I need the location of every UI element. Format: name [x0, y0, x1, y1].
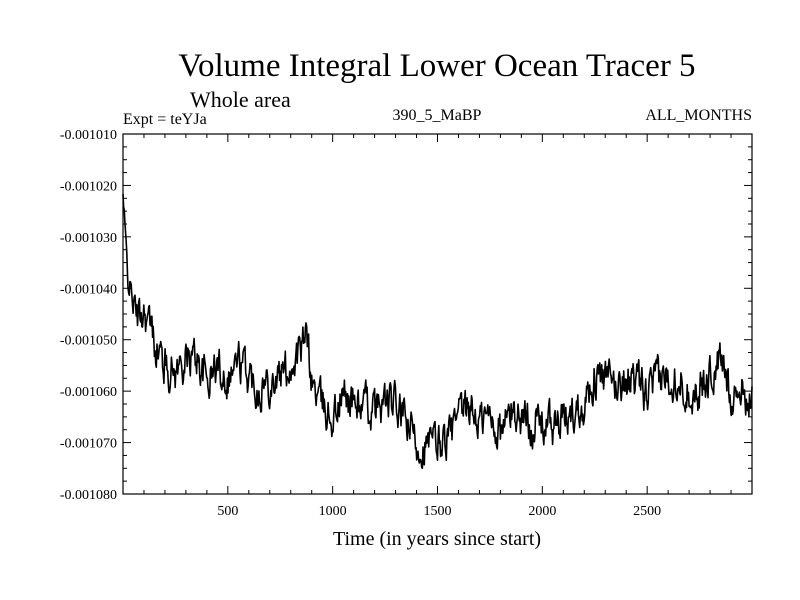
experiment-label: Expt = teYJa: [123, 111, 207, 128]
x-tick-label: 1500: [424, 504, 452, 519]
period-label: ALL_MONTHS: [645, 107, 752, 124]
y-tick-label: -0.001070: [60, 437, 117, 452]
y-tick-label: -0.001020: [60, 179, 117, 194]
chart-title: Volume Integral Lower Ocean Tracer 5: [178, 48, 695, 84]
plot-frame: [122, 133, 753, 495]
run-label: 390_5_MaBP: [393, 107, 482, 124]
y-tick-label: -0.001050: [60, 334, 117, 349]
x-tick-label: 2000: [528, 504, 556, 519]
chart-subtitle: Whole area: [190, 87, 291, 112]
x-axis-ticks: 500 1000 1500 2000 2500: [143, 134, 732, 519]
x-tick-label: 2500: [633, 504, 661, 519]
y-tick-label: -0.001080: [60, 488, 117, 503]
data-series-line: [122, 193, 753, 469]
x-axis-label: Time (in years since start): [333, 528, 541, 550]
y-axis-ticks: -0.001010 -0.001020 -0.001030 -0.001040 -0.0…: [60, 128, 752, 503]
y-tick-label: -0.001030: [60, 231, 117, 246]
y-tick-label: -0.001040: [60, 282, 117, 297]
y-tick-label: -0.001010: [60, 128, 117, 143]
y-tick-label: -0.001060: [60, 385, 117, 400]
x-tick-label: 1000: [319, 504, 347, 519]
x-tick-label: 500: [217, 504, 238, 519]
